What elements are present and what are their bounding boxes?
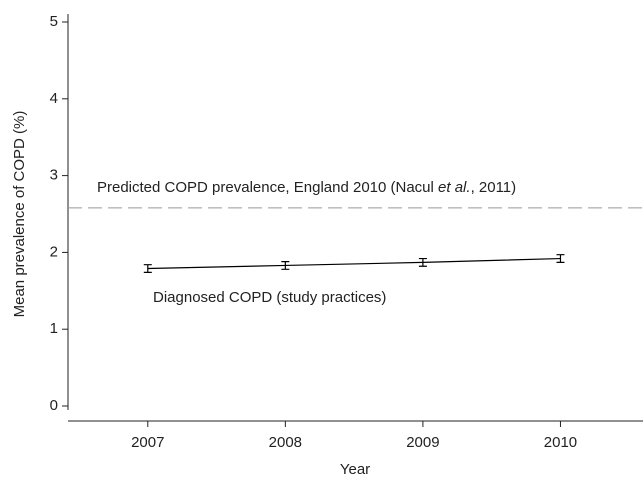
series-line bbox=[147, 257, 561, 270]
x-tick-label: 2009 bbox=[406, 434, 439, 451]
y-axis-label: Mean prevalence of COPD (%) bbox=[11, 111, 28, 318]
reference-label: Predicted COPD prevalence, England 2010 … bbox=[97, 179, 516, 196]
x-tick-label: 2010 bbox=[544, 434, 577, 451]
x-tick-label: 2007 bbox=[131, 434, 164, 451]
x-tick-label: 2008 bbox=[269, 434, 302, 451]
reference-label-part: et al. bbox=[438, 179, 471, 196]
error-bar bbox=[143, 264, 152, 273]
reference-label-part: , 2011) bbox=[471, 179, 517, 196]
series-label: Diagnosed COPD (study practices) bbox=[153, 289, 386, 306]
x-axis-label: Year bbox=[340, 461, 370, 478]
error-bar bbox=[418, 257, 427, 267]
y-tick-label: 0 bbox=[50, 397, 58, 414]
y-tick-label: 2 bbox=[50, 243, 58, 260]
y-tick-label: 4 bbox=[50, 90, 58, 107]
y-tick-label: 3 bbox=[50, 167, 58, 184]
y-tick-label: 1 bbox=[50, 320, 58, 337]
reference-label-part: Predicted COPD prevalence, England 2010 … bbox=[97, 179, 438, 196]
error-bar bbox=[281, 261, 290, 270]
error-bar bbox=[556, 254, 565, 263]
y-tick-label: 5 bbox=[50, 13, 58, 30]
